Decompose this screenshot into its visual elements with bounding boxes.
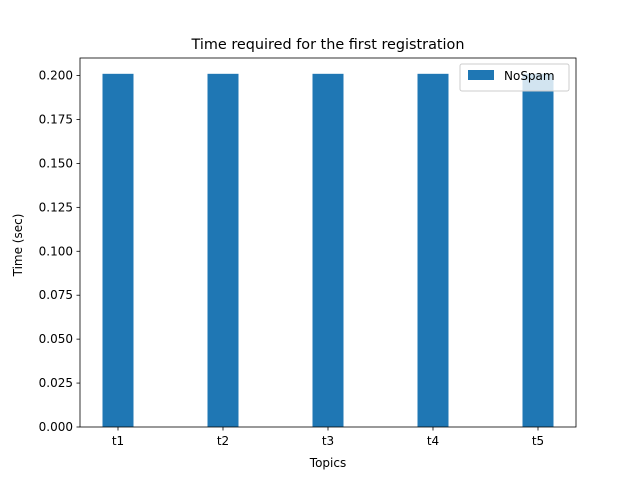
- y-tick-label-7: 0.175: [39, 113, 73, 127]
- bar-t5: [522, 73, 554, 428]
- legend-label: NoSpam: [504, 69, 555, 83]
- x-tick-label-t3: t3: [322, 434, 334, 448]
- x-tick-label-t4: t4: [427, 434, 439, 448]
- y-tick-label-5: 0.125: [39, 200, 73, 214]
- bar-t1: [102, 73, 134, 428]
- chart-title: Time required for the first registration: [191, 37, 465, 53]
- bar-t2: [207, 73, 239, 428]
- y-tick-label-8: 0.200: [39, 69, 73, 83]
- x-tick-label-t5: t5: [532, 434, 544, 448]
- plot-area: 0.000 0.025 0.050 0.075 0.100 0.125 0.150 0.175…: [39, 57, 577, 448]
- bar-t3: [312, 73, 344, 428]
- y-tick-label-6: 0.150: [39, 156, 73, 170]
- y-tick-label-0: 0.000: [39, 420, 73, 434]
- legend-swatch: [468, 70, 494, 80]
- y-axis-label: Time (sec): [11, 214, 25, 278]
- y-tick-label-4: 0.100: [39, 244, 73, 258]
- x-axis-label: Topics: [309, 456, 346, 470]
- y-tick-label-1: 0.025: [39, 376, 73, 390]
- legend: NoSpam: [459, 63, 570, 92]
- y-tick-label-2: 0.050: [39, 332, 73, 346]
- y-tick-label-3: 0.075: [39, 288, 73, 302]
- x-tick-label-t1: t1: [112, 434, 124, 448]
- x-tick-label-t2: t2: [217, 434, 229, 448]
- bar-t4: [417, 73, 449, 428]
